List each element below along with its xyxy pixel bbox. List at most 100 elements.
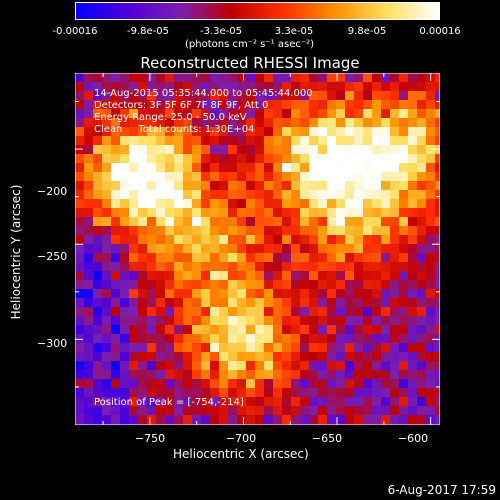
heatmap-cell	[381, 406, 391, 416]
heatmap-cell	[309, 91, 319, 101]
heatmap-cell	[435, 136, 440, 146]
heatmap-cell	[372, 289, 382, 299]
heatmap-cell	[183, 226, 193, 236]
heatmap-cell	[327, 217, 337, 227]
heatmap-cell	[309, 334, 319, 344]
heatmap-cell	[183, 199, 193, 209]
heatmap-cell	[111, 154, 121, 164]
heatmap-cell	[84, 262, 94, 272]
heatmap-cell	[354, 109, 364, 119]
heatmap-cell	[264, 73, 274, 83]
heatmap-cell	[219, 199, 229, 209]
heatmap-cell	[93, 298, 103, 308]
heatmap-cell	[345, 406, 355, 416]
heatmap-cell	[75, 154, 85, 164]
heatmap-cell	[300, 334, 310, 344]
heatmap-cell	[327, 280, 337, 290]
heatmap-cell	[336, 271, 346, 281]
heatmap-cell	[255, 352, 265, 362]
heatmap-cell	[390, 163, 400, 173]
heatmap-cell	[138, 100, 148, 110]
heatmap-cell	[93, 370, 103, 380]
heatmap-cell	[201, 334, 211, 344]
heatmap-cell	[111, 163, 121, 173]
heatmap-cell	[273, 190, 283, 200]
heatmap-cell	[237, 154, 247, 164]
heatmap-cell	[255, 181, 265, 191]
heatmap-cell	[165, 217, 175, 227]
heatmap-cell	[426, 100, 436, 110]
heatmap-cell	[399, 415, 409, 425]
heatmap-cell	[228, 109, 238, 119]
heatmap-cell	[318, 118, 328, 128]
heatmap-cell	[291, 316, 301, 326]
heatmap-cell	[165, 397, 175, 407]
heatmap-cell	[399, 316, 409, 326]
heatmap-cell	[84, 289, 94, 299]
heatmap-cell	[408, 190, 418, 200]
heatmap-cell	[246, 370, 256, 380]
heatmap-cell	[264, 289, 274, 299]
heatmap-cell	[399, 280, 409, 290]
heatmap-cell	[75, 244, 85, 254]
heatmap-cell	[156, 235, 166, 245]
heatmap-cell	[282, 100, 292, 110]
heatmap-cell	[111, 136, 121, 146]
heatmap-cell	[210, 109, 220, 119]
heatmap-cell	[408, 109, 418, 119]
heatmap-cell	[300, 262, 310, 272]
heatmap-cell	[381, 172, 391, 182]
heatmap-cell	[120, 415, 130, 425]
heatmap-cell	[354, 280, 364, 290]
heatmap-cell	[201, 73, 211, 83]
heatmap-cell	[246, 190, 256, 200]
heatmap-cell	[273, 244, 283, 254]
heatmap-cell	[345, 208, 355, 218]
heatmap-cell	[138, 82, 148, 92]
heatmap-cell	[264, 82, 274, 92]
heatmap-cell	[372, 91, 382, 101]
heatmap-cell	[264, 118, 274, 128]
heatmap-cell	[111, 370, 121, 380]
heatmap-cell	[93, 415, 103, 425]
heatmap-cell	[327, 118, 337, 128]
heatmap-cell	[417, 271, 427, 281]
heatmap-cell	[111, 217, 121, 227]
heatmap-cell	[300, 127, 310, 137]
heatmap-cell	[93, 91, 103, 101]
heatmap-cell	[399, 172, 409, 182]
heatmap-cell	[210, 172, 220, 182]
heatmap-cell	[255, 235, 265, 245]
heatmap-cell	[291, 199, 301, 209]
heatmap-cell	[219, 406, 229, 416]
heatmap-cell	[147, 298, 157, 308]
heatmap-cell	[174, 361, 184, 371]
heatmap-cell	[345, 217, 355, 227]
heatmap-cell	[408, 361, 418, 371]
heatmap-cell	[354, 91, 364, 101]
heatmap-cell	[399, 235, 409, 245]
heatmap-cell	[363, 73, 373, 83]
heatmap-cell	[210, 415, 220, 425]
heatmap-cell	[354, 235, 364, 245]
heatmap-cell	[255, 379, 265, 389]
heatmap-cell	[174, 316, 184, 326]
heatmap-cell	[192, 271, 202, 281]
heatmap-cell	[372, 397, 382, 407]
heatmap-cell	[354, 82, 364, 92]
heatmap-cell	[237, 334, 247, 344]
heatmap-cell	[111, 190, 121, 200]
heatmap-cell	[372, 325, 382, 335]
heatmap-cell	[354, 406, 364, 416]
heatmap-cell	[435, 307, 440, 317]
heatmap-cell	[102, 190, 112, 200]
energy-range-text: Energy Range: 25.0 - 50.0 keV	[94, 112, 247, 123]
heatmap-cell	[345, 415, 355, 425]
heatmap-cell	[237, 406, 247, 416]
heatmap-cell	[354, 370, 364, 380]
heatmap-cell	[120, 370, 130, 380]
heatmap-cell	[246, 73, 256, 83]
heatmap-cell	[273, 262, 283, 272]
heatmap-cell	[381, 280, 391, 290]
heatmap-cell	[336, 154, 346, 164]
